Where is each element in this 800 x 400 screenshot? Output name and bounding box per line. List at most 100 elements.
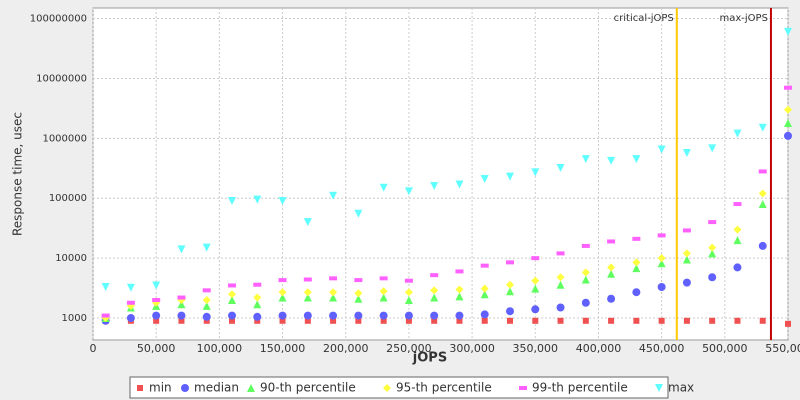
- point: [758, 123, 767, 132]
- point: [480, 290, 489, 299]
- point: [101, 282, 110, 291]
- point: [303, 218, 312, 227]
- point: [431, 317, 438, 324]
- point: [632, 258, 641, 267]
- point: [177, 300, 186, 309]
- point: [709, 317, 716, 324]
- point: [531, 276, 540, 285]
- point: [153, 317, 160, 324]
- point: [202, 301, 211, 310]
- point: [253, 312, 262, 321]
- point: [733, 202, 742, 207]
- y-tick-label: 100000: [49, 193, 87, 204]
- point: [178, 317, 185, 324]
- point: [203, 317, 210, 324]
- point: [682, 148, 691, 157]
- point: [379, 183, 388, 192]
- y-tick-label: 1000: [62, 313, 87, 324]
- point: [784, 85, 792, 90]
- legend-label: 90-th percentile: [260, 381, 356, 395]
- point: [556, 280, 565, 289]
- point: [228, 283, 236, 288]
- point: [202, 288, 211, 293]
- legend-label: median: [194, 381, 239, 395]
- x-tick-label: 300,000: [449, 342, 495, 355]
- point: [177, 295, 186, 300]
- point: [354, 278, 363, 283]
- point: [682, 278, 691, 287]
- point: [202, 243, 211, 252]
- point: [278, 278, 287, 283]
- legend-label: max: [668, 381, 694, 395]
- point: [329, 191, 338, 200]
- point: [126, 314, 135, 323]
- point: [330, 317, 337, 324]
- y-tick-label: 100000000: [30, 14, 87, 25]
- plot-area: [92, 7, 789, 341]
- point: [404, 278, 413, 283]
- point: [405, 317, 412, 324]
- legend-label: 95-th percentile: [396, 381, 492, 395]
- point: [607, 294, 616, 303]
- legend-marker: [181, 384, 189, 392]
- point: [658, 317, 665, 324]
- point: [657, 233, 666, 238]
- point: [101, 313, 110, 318]
- point: [733, 225, 742, 234]
- point: [581, 268, 590, 277]
- legend-label: min: [149, 381, 172, 395]
- point: [303, 277, 312, 282]
- point: [355, 317, 362, 324]
- point: [608, 317, 615, 324]
- point: [758, 241, 767, 250]
- reference-label: critical-jOPS: [614, 13, 674, 24]
- point: [556, 251, 565, 256]
- point: [354, 294, 363, 303]
- point: [708, 220, 717, 225]
- point: [581, 243, 590, 248]
- point: [329, 311, 338, 320]
- x-tick-label: 50,000: [137, 342, 176, 355]
- point: [632, 288, 641, 297]
- point: [202, 296, 211, 305]
- point: [480, 174, 489, 183]
- point: [531, 168, 540, 177]
- point: [152, 311, 161, 320]
- point: [228, 311, 236, 320]
- point: [682, 255, 691, 264]
- x-tick-label: 100,000: [197, 342, 243, 355]
- point: [607, 156, 616, 165]
- point: [758, 189, 767, 198]
- point: [380, 317, 387, 324]
- point: [506, 287, 514, 296]
- legend-marker: [247, 384, 255, 392]
- point: [682, 249, 691, 258]
- x-tick-label: 0: [90, 342, 97, 355]
- point: [758, 169, 767, 174]
- point: [455, 180, 464, 189]
- point: [404, 187, 413, 196]
- legend-label: 99-th percentile: [532, 381, 628, 395]
- point: [379, 293, 388, 302]
- point: [582, 317, 589, 324]
- point: [708, 144, 717, 153]
- point: [329, 293, 338, 302]
- point: [228, 196, 236, 205]
- point: [480, 284, 489, 293]
- point: [177, 311, 186, 320]
- point: [278, 293, 287, 302]
- point: [430, 311, 439, 320]
- point: [506, 172, 514, 181]
- point: [556, 303, 565, 312]
- point: [581, 298, 590, 307]
- legend-marker: [655, 384, 663, 392]
- point: [506, 307, 514, 316]
- point: [657, 145, 666, 154]
- point: [657, 259, 666, 268]
- point: [785, 320, 791, 327]
- point: [253, 195, 262, 204]
- point: [152, 281, 161, 290]
- point: [708, 243, 717, 252]
- point: [430, 286, 439, 295]
